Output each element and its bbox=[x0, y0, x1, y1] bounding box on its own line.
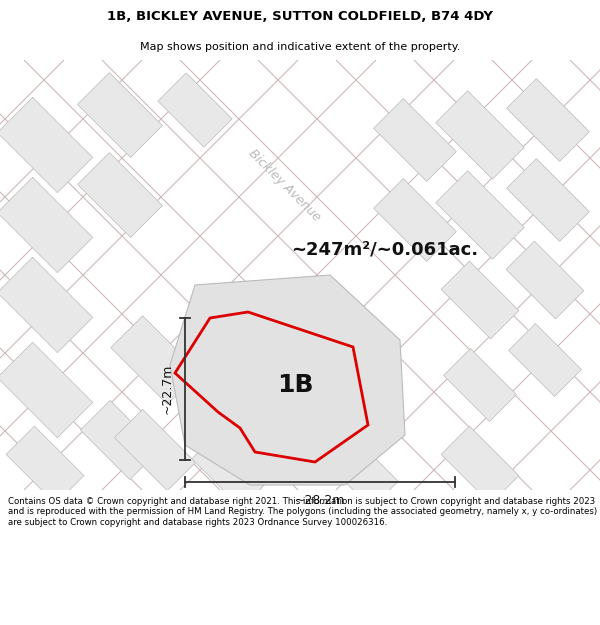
Polygon shape bbox=[0, 342, 93, 437]
Polygon shape bbox=[506, 159, 589, 241]
Polygon shape bbox=[506, 241, 584, 319]
Text: ~22.7m: ~22.7m bbox=[161, 364, 173, 414]
Text: ~28.2m: ~28.2m bbox=[295, 494, 345, 506]
Polygon shape bbox=[436, 91, 524, 179]
Text: 1B: 1B bbox=[277, 373, 313, 397]
Polygon shape bbox=[77, 152, 163, 238]
Polygon shape bbox=[374, 99, 457, 181]
Polygon shape bbox=[115, 409, 196, 491]
Text: Map shows position and indicative extent of the property.: Map shows position and indicative extent… bbox=[140, 42, 460, 52]
Polygon shape bbox=[77, 72, 163, 158]
Polygon shape bbox=[158, 73, 232, 147]
Text: Bickley Avenue: Bickley Avenue bbox=[247, 146, 323, 224]
Polygon shape bbox=[436, 171, 524, 259]
Polygon shape bbox=[80, 401, 160, 479]
Polygon shape bbox=[0, 177, 93, 272]
Polygon shape bbox=[111, 316, 199, 404]
Polygon shape bbox=[509, 324, 581, 396]
Text: ~247m²/~0.061ac.: ~247m²/~0.061ac. bbox=[292, 241, 479, 259]
Polygon shape bbox=[0, 98, 93, 192]
Polygon shape bbox=[6, 426, 84, 504]
Polygon shape bbox=[0, 258, 93, 352]
Polygon shape bbox=[441, 426, 519, 504]
Text: 1B, BICKLEY AVENUE, SUTTON COLDFIELD, B74 4DY: 1B, BICKLEY AVENUE, SUTTON COLDFIELD, B7… bbox=[107, 10, 493, 23]
Polygon shape bbox=[322, 432, 398, 508]
Polygon shape bbox=[374, 179, 457, 261]
Polygon shape bbox=[443, 349, 517, 421]
Polygon shape bbox=[192, 432, 268, 508]
Polygon shape bbox=[170, 275, 405, 485]
Text: Contains OS data © Crown copyright and database right 2021. This information is : Contains OS data © Crown copyright and d… bbox=[8, 497, 597, 527]
Polygon shape bbox=[506, 79, 589, 161]
Polygon shape bbox=[441, 261, 519, 339]
